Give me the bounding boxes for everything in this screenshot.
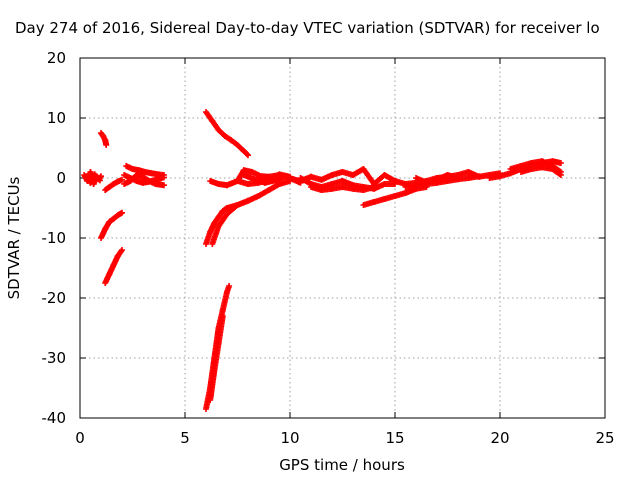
y-tick-label: 20 — [47, 49, 66, 67]
x-tick-label: 15 — [385, 429, 404, 447]
chart-title: Day 274 of 2016, Sidereal Day-to-day VTE… — [15, 19, 600, 37]
data-point — [557, 160, 564, 166]
data-point — [119, 176, 125, 183]
data-point — [455, 175, 461, 181]
y-tick-label: -20 — [42, 289, 67, 307]
data-point — [243, 151, 250, 158]
data-point — [161, 174, 167, 181]
data-point — [219, 313, 226, 319]
x-tick-label: 10 — [280, 429, 299, 447]
x-tick-label: 20 — [490, 429, 509, 447]
data-point — [161, 182, 167, 189]
data-point — [226, 283, 233, 289]
data-point — [233, 203, 240, 209]
y-tick-label: -40 — [42, 409, 67, 427]
data-point — [119, 247, 125, 253]
plot-frame — [79, 57, 606, 419]
data-point — [476, 173, 482, 180]
y-tick-label: -30 — [42, 349, 67, 367]
x-tick-label: 0 — [75, 429, 85, 447]
x-tick-label: 5 — [180, 429, 190, 447]
data-point — [98, 173, 104, 180]
data-point — [557, 172, 564, 178]
x-tick-label: 25 — [595, 429, 614, 447]
axis-ticks: 0 5 10 15 20 25 -40 -30 -20 -10 0 10 20 — [42, 49, 615, 447]
data-point — [371, 184, 377, 190]
y-axis-label: SDTVAR / TECUs — [5, 176, 23, 299]
grid — [80, 58, 605, 418]
data-point — [119, 209, 125, 216]
y-tick-label: -10 — [42, 229, 67, 247]
y-tick-label: 10 — [47, 109, 66, 127]
y-tick-label: 0 — [56, 169, 66, 187]
data-point — [234, 202, 241, 208]
data-point — [245, 152, 251, 159]
data-point — [103, 142, 110, 148]
x-axis-label: GPS time / hours — [279, 456, 405, 474]
data-points — [81, 109, 564, 412]
